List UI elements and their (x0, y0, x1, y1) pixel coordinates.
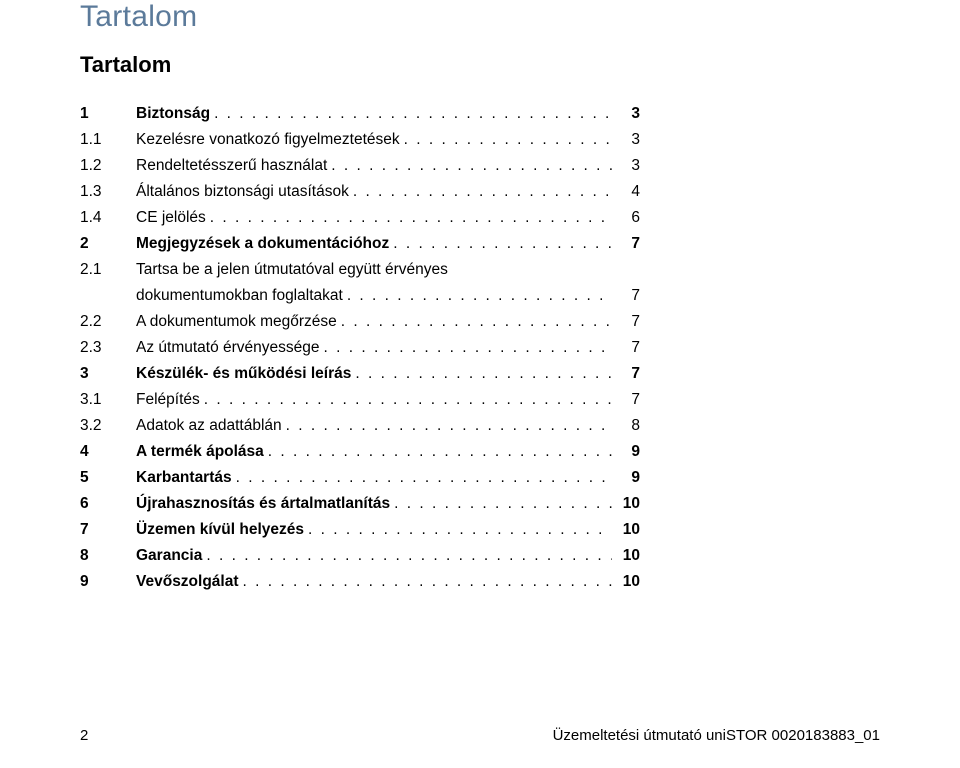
toc-entry-number: 1 (80, 102, 136, 126)
toc-entry-number: 5 (80, 466, 136, 490)
toc-entry-title: Megjegyzések a dokumentációhoz (136, 232, 389, 256)
toc-entry-title: Általános biztonsági utasítások (136, 180, 349, 204)
toc-entry-number: 2 (80, 232, 136, 256)
toc-entry-page: 10 (612, 544, 640, 568)
toc-entry-title: Garancia (136, 544, 202, 568)
toc-entry-page: 7 (612, 336, 640, 360)
toc-entry-number: 2.3 (80, 336, 136, 360)
toc-row: 6Újrahasznosítás és ártalmatlanítás. . .… (80, 492, 640, 516)
toc-leader-dots: . . . . . . . . . . . . . . . . . . . . … (320, 336, 612, 360)
toc-leader-dots: . . . . . . . . . . . . . . . . . . . . … (282, 414, 612, 438)
toc-entry-number: 2.1 (80, 258, 136, 282)
page-number: 2 (80, 727, 88, 744)
toc-entry-title: Újrahasznosítás és ártalmatlanítás (136, 492, 390, 516)
toc-leader-dots: . . . . . . . . . . . . . . . . . . . . … (337, 310, 612, 334)
toc-row: 1.1Kezelésre vonatkozó figyelmeztetések.… (80, 128, 640, 152)
toc-row: 2.3Az útmutató érvényessége. . . . . . .… (80, 336, 640, 360)
toc-entry-page: 7 (612, 362, 640, 386)
toc-entry-number: 7 (80, 518, 136, 542)
footer: 2 Üzemeltetési útmutató uniSTOR 00201838… (80, 727, 880, 744)
toc-leader-dots: . . . . . . . . . . . . . . . . . . . . … (304, 518, 612, 542)
toc-leader-dots: . . . . . . . . . . . . . . . . . . . . … (343, 284, 612, 308)
toc-entry-title: Rendeltetésszerű használat (136, 154, 327, 178)
table-of-contents: 1Biztonság. . . . . . . . . . . . . . . … (80, 102, 640, 594)
toc-row: 2Megjegyzések a dokumentációhoz. . . . .… (80, 232, 640, 256)
toc-row: 1.4CE jelölés. . . . . . . . . . . . . .… (80, 206, 640, 230)
toc-leader-dots: . . . . . . . . . . . . . . . . . . . . … (264, 440, 612, 464)
toc-row: 8Garancia. . . . . . . . . . . . . . . .… (80, 544, 640, 568)
toc-row: 3.1Felépítés. . . . . . . . . . . . . . … (80, 388, 640, 412)
toc-entry-page: 3 (612, 102, 640, 126)
toc-row: 3Készülék- és működési leírás. . . . . .… (80, 362, 640, 386)
toc-row: 2.2A dokumentumok megőrzése. . . . . . .… (80, 310, 640, 334)
toc-entry-page: 3 (612, 154, 640, 178)
toc-entry-title: Tartsa be a jelen útmutatóval együtt érv… (136, 258, 448, 282)
toc-row: dokumentumokban foglaltakat. . . . . . .… (80, 284, 640, 308)
toc-entry-title: A termék ápolása (136, 440, 264, 464)
toc-entry-number: 4 (80, 440, 136, 464)
toc-entry-page: 7 (612, 388, 640, 412)
toc-entry-page: 7 (612, 310, 640, 334)
toc-row: 3.2Adatok az adattáblán. . . . . . . . .… (80, 414, 640, 438)
toc-entry-title: Felépítés (136, 388, 200, 412)
toc-entry-page: 8 (612, 414, 640, 438)
toc-entry-number: 2.2 (80, 310, 136, 334)
toc-entry-title: dokumentumokban foglaltakat (136, 284, 343, 308)
toc-leader-dots: . . . . . . . . . . . . . . . . . . . . … (349, 180, 612, 204)
toc-entry-page: 10 (612, 492, 640, 516)
toc-entry-page: 7 (612, 284, 640, 308)
toc-leader-dots: . . . . . . . . . . . . . . . . . . . . … (232, 466, 612, 490)
toc-row: 1.2Rendeltetésszerű használat. . . . . .… (80, 154, 640, 178)
toc-entry-number: 9 (80, 570, 136, 594)
page: Tartalom Tartalom 1Biztonság. . . . . . … (0, 0, 960, 768)
toc-leader-dots: . . . . . . . . . . . . . . . . . . . . … (327, 154, 612, 178)
toc-entry-page: 3 (612, 128, 640, 152)
toc-leader-dots: . . . . . . . . . . . . . . . . . . . . … (239, 570, 612, 594)
toc-row: 2.1Tartsa be a jelen útmutatóval együtt … (80, 258, 640, 282)
toc-entry-number: 3.2 (80, 414, 136, 438)
toc-row: 7Üzemen kívül helyezés. . . . . . . . . … (80, 518, 640, 542)
toc-entry-page: 10 (612, 570, 640, 594)
toc-entry-title: Üzemen kívül helyezés (136, 518, 304, 542)
toc-leader-dots: . . . . . . . . . . . . . . . . . . . . … (210, 102, 612, 126)
page-header: Tartalom (80, 0, 880, 34)
toc-entry-page: 9 (612, 440, 640, 464)
toc-entry-title: Karbantartás (136, 466, 232, 490)
toc-entry-title: Biztonság (136, 102, 210, 126)
toc-leader-dots: . . . . . . . . . . . . . . . . . . . . … (200, 388, 612, 412)
toc-leader-dots: . . . . . . . . . . . . . . . . . . . . … (389, 232, 612, 256)
toc-entry-title: CE jelölés (136, 206, 206, 230)
toc-entry-title: A dokumentumok megőrzése (136, 310, 337, 334)
toc-row: 1Biztonság. . . . . . . . . . . . . . . … (80, 102, 640, 126)
toc-leader-dots: . . . . . . . . . . . . . . . . . . . . … (202, 544, 612, 568)
toc-entry-title: Adatok az adattáblán (136, 414, 282, 438)
toc-row: 9Vevőszolgálat. . . . . . . . . . . . . … (80, 570, 640, 594)
toc-entry-page: 10 (612, 518, 640, 542)
toc-entry-title: Kezelésre vonatkozó figyelmeztetések (136, 128, 400, 152)
toc-entry-number: 1.2 (80, 154, 136, 178)
toc-row: 4A termék ápolása. . . . . . . . . . . .… (80, 440, 640, 464)
toc-entry-title: Készülék- és működési leírás (136, 362, 351, 386)
toc-entry-number: 1.4 (80, 206, 136, 230)
toc-entry-page: 7 (612, 232, 640, 256)
toc-leader-dots: . . . . . . . . . . . . . . . . . . . . … (206, 206, 612, 230)
toc-entry-number: 8 (80, 544, 136, 568)
toc-row: 5Karbantartás. . . . . . . . . . . . . .… (80, 466, 640, 490)
toc-entry-title: Az útmutató érvényessége (136, 336, 320, 360)
toc-leader-dots: . . . . . . . . . . . . . . . . . . . . … (351, 362, 612, 386)
toc-entry-title: Vevőszolgálat (136, 570, 239, 594)
toc-entry-number: 1.3 (80, 180, 136, 204)
toc-leader-dots: . . . . . . . . . . . . . . . . . . . . … (390, 492, 612, 516)
toc-entry-page: 9 (612, 466, 640, 490)
section-title: Tartalom (80, 52, 880, 78)
toc-entry-number: 1.1 (80, 128, 136, 152)
toc-row: 1.3Általános biztonsági utasítások. . . … (80, 180, 640, 204)
toc-entry-number: 3 (80, 362, 136, 386)
toc-entry-number: 6 (80, 492, 136, 516)
footer-doc-id: Üzemeltetési útmutató uniSTOR 0020183883… (553, 727, 880, 744)
toc-entry-number: 3.1 (80, 388, 136, 412)
toc-entry-page: 4 (612, 180, 640, 204)
toc-entry-page: 6 (612, 206, 640, 230)
toc-leader-dots: . . . . . . . . . . . . . . . . . . . . … (400, 128, 612, 152)
